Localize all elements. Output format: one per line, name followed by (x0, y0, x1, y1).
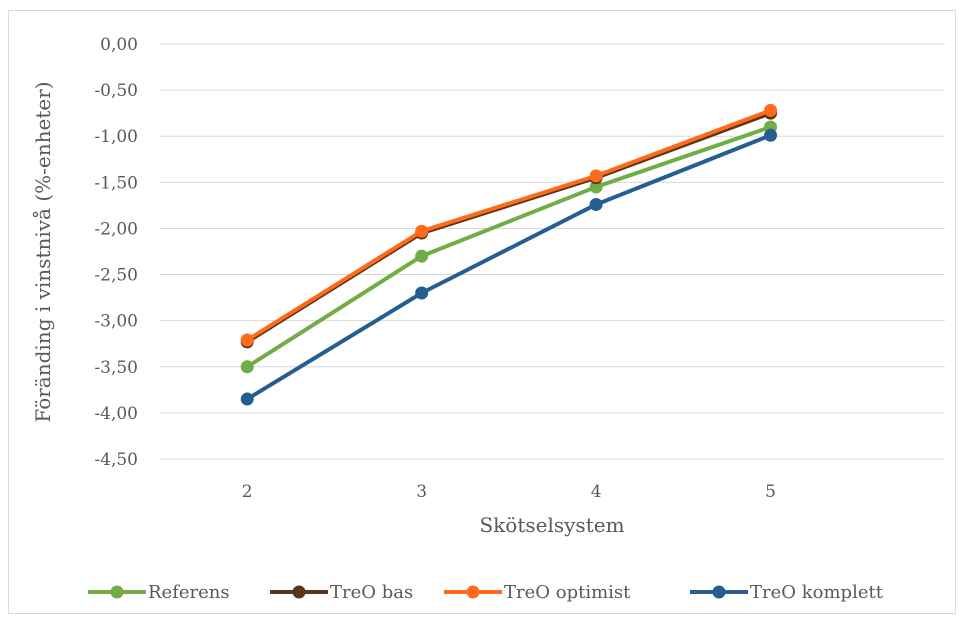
y-tick-label: -1,50 (94, 173, 138, 193)
legend-label: Referens (148, 582, 230, 603)
series-line (245, 125, 773, 369)
legend-label: TreO optimist (504, 582, 631, 603)
data-point (764, 128, 778, 142)
legend-swatch-marker (712, 585, 726, 599)
y-tick-label: -2,00 (94, 219, 138, 239)
y-tick-label: -0,50 (94, 81, 138, 101)
legend: Referens TreO bas TreO optimist TreO komple… (88, 582, 884, 603)
legend-swatch-marker (466, 585, 480, 599)
data-point (589, 197, 603, 211)
data-point (240, 360, 254, 374)
legend-label: TreO komplett (750, 582, 884, 603)
y-tick-label: -1,00 (94, 127, 138, 147)
y-tick-label: -4,00 (94, 404, 138, 424)
legend-item: Referens (88, 582, 230, 603)
y-tick-label: -4,50 (94, 450, 138, 470)
series-line (245, 111, 773, 344)
gridlines (160, 43, 945, 460)
series-group (240, 103, 778, 406)
y-tick-label: 0,00 (100, 35, 138, 55)
legend-swatch-marker (292, 585, 306, 599)
data-point (415, 286, 429, 300)
data-point (764, 103, 778, 117)
y-tick-label: -2,50 (94, 266, 138, 286)
chart-frame (8, 10, 956, 614)
x-axis-title: Skötselsystem (479, 513, 624, 537)
y-tick-label: -3,50 (94, 358, 138, 378)
y-tick-labels: 0,00 -0,50 -1,00 -1,50 -2,00 -2,50 -3,00 -3,50 -… (94, 35, 138, 470)
data-point (415, 249, 429, 263)
data-point (240, 392, 254, 406)
x-tick-label: 4 (591, 482, 602, 502)
series-treo-komplett (240, 128, 778, 406)
data-point (240, 333, 254, 347)
x-tick-label: 2 (242, 482, 253, 502)
x-tick-labels: 2 3 4 5 (242, 482, 776, 502)
y-axis-title: Föränding i vinstnivå (%-enheter) (31, 81, 55, 422)
legend-item: TreO komplett (690, 582, 884, 603)
y-tick-label: -3,00 (94, 312, 138, 332)
series-line (245, 133, 773, 402)
legend-swatch-marker (110, 585, 124, 599)
legend-item: TreO optimist (444, 582, 631, 603)
series-treo-bas (240, 106, 778, 349)
x-tick-label: 5 (765, 482, 776, 502)
data-point (415, 224, 429, 238)
legend-item: TreO bas (270, 582, 413, 603)
data-point (589, 169, 603, 183)
series-treo-optimist (240, 103, 778, 347)
data-point (589, 180, 603, 194)
legend-label: TreO bas (330, 582, 413, 603)
series-line (245, 108, 773, 343)
x-tick-label: 3 (416, 482, 427, 502)
